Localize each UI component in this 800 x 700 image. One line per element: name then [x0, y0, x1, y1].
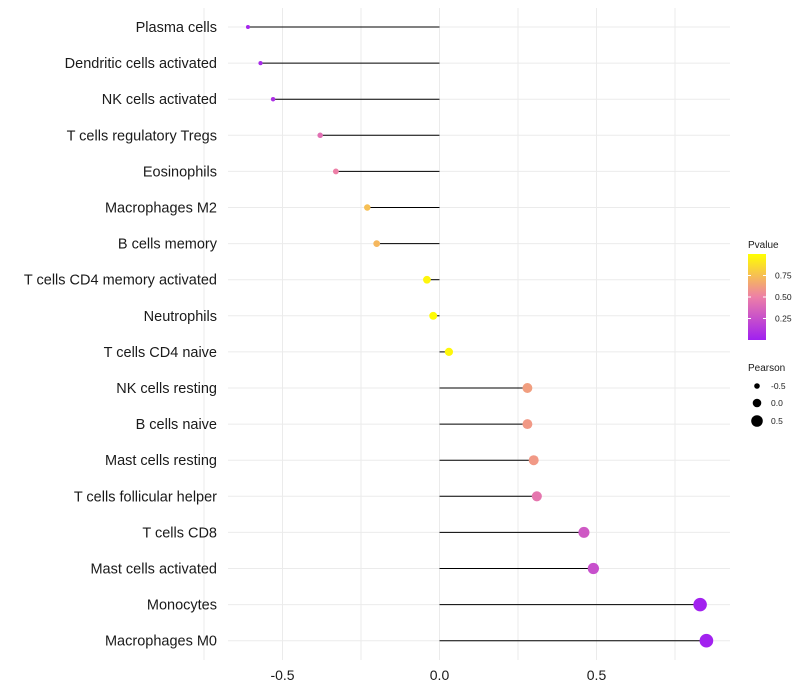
pearson-legend-label: 0.0 — [771, 398, 783, 408]
category-label: Mast cells resting — [105, 453, 217, 469]
pearson-legend-key — [751, 415, 763, 427]
category-label: T cells follicular helper — [74, 489, 217, 505]
lollipop-point — [270, 96, 276, 102]
lollipop-point — [587, 562, 599, 575]
category-label: Plasma cells — [136, 20, 217, 36]
category-label: NK cells activated — [102, 92, 217, 108]
category-label: NK cells resting — [116, 381, 217, 397]
lollipop-point — [693, 597, 707, 612]
x-tick-label: 0.0 — [430, 667, 450, 683]
category-label: Macrophages M0 — [105, 634, 217, 650]
pearson-legend-title: Pearson — [748, 363, 785, 374]
pvalue-legend-label: 0.25 — [775, 314, 792, 324]
category-label: T cells regulatory Tregs — [67, 128, 217, 144]
legend: Pvalue 0.75 0.50 0.25 Pearson -0.5 0.0 0.5 — [748, 240, 792, 427]
grid-lines — [203, 8, 730, 660]
pvalue-legend-label: 0.50 — [775, 292, 792, 302]
lollipop-point — [578, 526, 590, 538]
category-label: Eosinophils — [143, 164, 217, 180]
lollipop-point — [699, 633, 714, 648]
pvalue-colorbar — [748, 254, 766, 340]
lollipop-point — [245, 25, 250, 29]
category-label: Monocytes — [147, 598, 217, 614]
category-label: Dendritic cells activated — [65, 56, 217, 72]
x-tick-label: 0.5 — [587, 667, 607, 683]
lollipop-point — [373, 240, 381, 247]
lollipop-point — [258, 60, 263, 66]
lollipop-point — [317, 132, 323, 139]
category-label: B cells memory — [118, 237, 218, 253]
x-tick-label: -0.5 — [270, 667, 294, 683]
lollipop-point — [332, 168, 339, 175]
lollipop-point — [429, 311, 438, 320]
pearson-legend-key — [752, 398, 762, 408]
category-label: T cells CD4 naive — [104, 345, 217, 361]
lollipop-point — [423, 275, 431, 284]
stems — [247, 26, 707, 642]
lollipop-point — [522, 419, 533, 430]
x-tick-labels: -0.5 0.0 0.5 — [270, 667, 606, 683]
points — [245, 25, 714, 648]
lollipop-point — [531, 491, 542, 502]
pearson-legend-label: -0.5 — [771, 381, 786, 391]
category-label: T cells CD4 memory activated — [24, 273, 217, 289]
pvalue-legend-title: Pvalue — [748, 240, 779, 251]
category-labels: Plasma cells Dendritic cells activated NK … — [24, 20, 218, 650]
category-label: T cells CD8 — [142, 525, 217, 541]
category-label: Mast cells activated — [90, 562, 217, 578]
category-label: Macrophages M2 — [105, 201, 217, 217]
pearson-legend-label: 0.5 — [771, 416, 783, 426]
category-label: B cells naive — [136, 417, 217, 433]
lollipop-point — [522, 383, 533, 393]
category-label: Neutrophils — [144, 309, 217, 325]
pearson-legend-key — [754, 383, 760, 389]
lollipop-point — [364, 204, 371, 211]
pvalue-legend-label: 0.75 — [775, 271, 792, 281]
lollipop-point — [528, 455, 539, 466]
lollipop-point — [444, 347, 454, 357]
